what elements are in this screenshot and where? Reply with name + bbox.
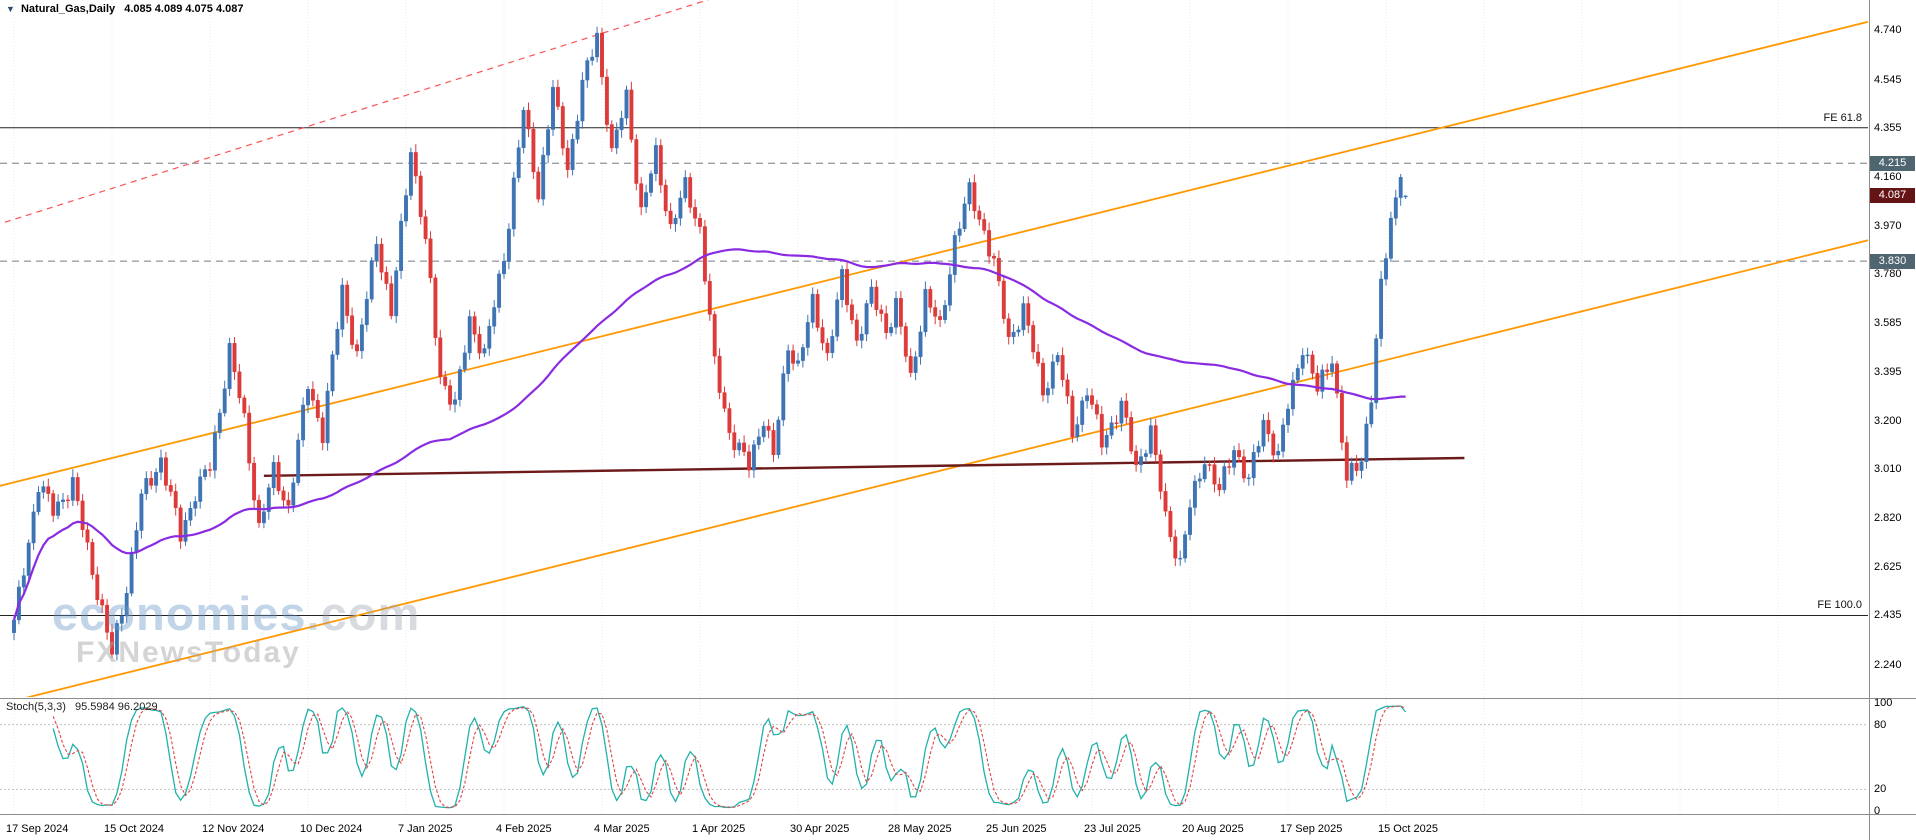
date-label: 30 Apr 2025 bbox=[790, 823, 850, 835]
stoch-scale-label: 80 bbox=[1874, 718, 1887, 731]
date-label: 4 Mar 2025 bbox=[594, 823, 650, 835]
trendline-channel-lower bbox=[25, 239, 1868, 697]
price-tick-label: 3.010 bbox=[1874, 463, 1902, 476]
quote-ohlc-values: 4.085 4.089 4.075 4.087 bbox=[124, 3, 244, 15]
level-price-box-3830: 3.830 bbox=[1870, 254, 1915, 269]
stoch-scale-label: 100 bbox=[1874, 697, 1893, 709]
date-label: 1 Apr 2025 bbox=[692, 823, 746, 835]
plot-area[interactable] bbox=[0, 0, 1876, 706]
date-label: 17 Sep 2024 bbox=[6, 823, 69, 835]
date-label: 4 Feb 2025 bbox=[496, 823, 552, 835]
candle-bodies-up bbox=[12, 32, 1408, 655]
indicator-name: Stoch(5,3,3) bbox=[6, 701, 66, 713]
stoch-signal-line bbox=[52, 705, 1406, 808]
fib-extension-618-label: FE 61.8 bbox=[1823, 112, 1862, 124]
price-tick-label: 3.585 bbox=[1874, 317, 1902, 330]
date-label: 15 Oct 2024 bbox=[104, 823, 164, 835]
price-tick-label: 4.160 bbox=[1874, 171, 1902, 184]
quote-line: ▼ Natural_Gas,Daily 4.085 4.089 4.075 4.… bbox=[6, 3, 243, 15]
watermark-brand: economies bbox=[52, 587, 307, 640]
price-tick-label: 3.395 bbox=[1874, 365, 1902, 378]
price-tick-label: 2.625 bbox=[1874, 561, 1902, 574]
date-label: 25 Jun 2025 bbox=[986, 823, 1047, 835]
symbol-timeframe-label: Natural_Gas,Daily bbox=[20, 3, 116, 15]
fib-extension-100-label: FE 100.0 bbox=[1817, 599, 1862, 611]
candle-bodies-down bbox=[46, 32, 1359, 655]
watermark-subtitle: FXNewsToday bbox=[76, 636, 301, 669]
symbol-dropdown-icon[interactable]: ▼ bbox=[6, 4, 15, 14]
indicator-label-row: Stoch(5,3,3) 95.5984 96.2029 bbox=[6, 701, 158, 713]
current-price-box: 4.087 bbox=[1870, 188, 1915, 203]
price-tick-label: 3.970 bbox=[1874, 219, 1902, 232]
price-tick-label: 4.355 bbox=[1874, 121, 1902, 134]
date-label: 28 May 2025 bbox=[888, 823, 952, 835]
date-label: 23 Jul 2025 bbox=[1084, 823, 1141, 835]
price-tick-label: 4.545 bbox=[1874, 73, 1902, 86]
level-price-box-4215: 4.215 bbox=[1870, 156, 1915, 171]
price-tick-label: 2.240 bbox=[1874, 659, 1902, 671]
stoch-scale-label: 20 bbox=[1874, 783, 1887, 796]
indicator-values: 95.5984 96.2029 bbox=[74, 701, 158, 713]
date-label: 7 Jan 2025 bbox=[398, 823, 453, 835]
price-tick-label: 2.820 bbox=[1874, 511, 1902, 524]
date-label: 10 Dec 2024 bbox=[300, 823, 363, 835]
trendline-horizontal-support bbox=[263, 456, 1465, 477]
stoch-scale-label: 0 bbox=[1874, 805, 1881, 817]
price-tick-label: 4.740 bbox=[1874, 24, 1902, 36]
price-tick-label: 3.200 bbox=[1874, 415, 1902, 428]
moving-average-line bbox=[12, 248, 1406, 621]
date-label: 17 Sep 2025 bbox=[1280, 823, 1343, 835]
watermark-line1: economies.com bbox=[52, 586, 420, 641]
price-tick-label: 2.435 bbox=[1874, 609, 1902, 622]
date-label: 20 Aug 2025 bbox=[1182, 823, 1244, 835]
date-label: 15 Oct 2025 bbox=[1378, 823, 1438, 835]
price-tick-label: 3.780 bbox=[1874, 267, 1902, 280]
watermark-brand-suffix: .com bbox=[306, 587, 421, 640]
date-label: 12 Nov 2024 bbox=[202, 823, 265, 835]
